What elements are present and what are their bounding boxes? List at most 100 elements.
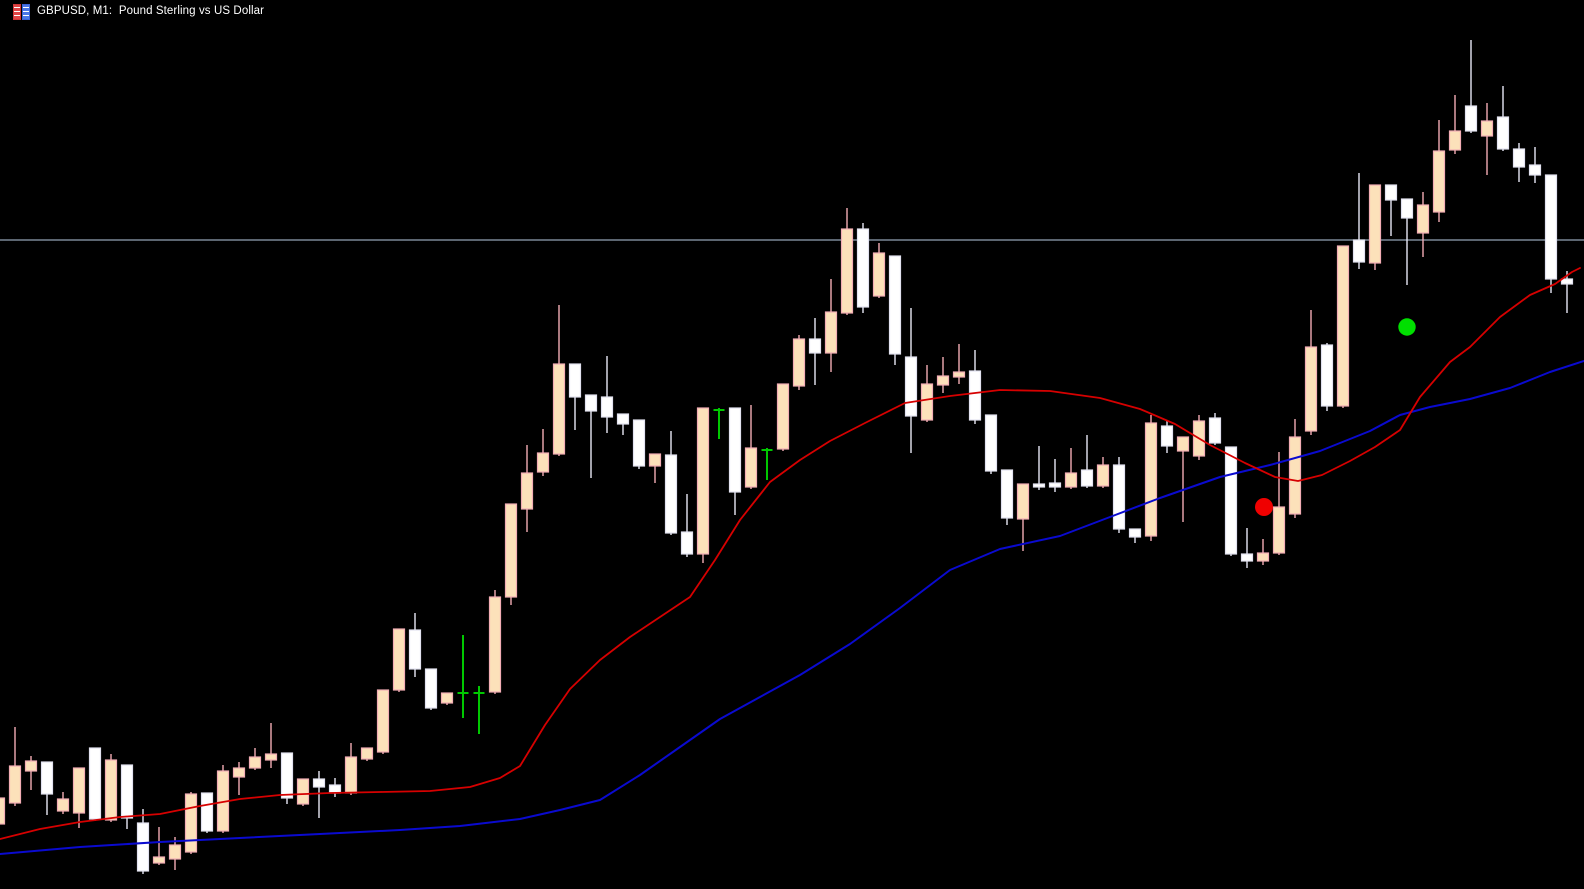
symbol-chart-icon-blue-half xyxy=(22,4,30,20)
down-candle xyxy=(968,350,982,424)
up-candle xyxy=(232,762,246,795)
down-candle xyxy=(584,394,598,478)
up-candle xyxy=(440,692,454,705)
down-candle xyxy=(616,413,630,435)
up-candle xyxy=(8,727,22,806)
down-candle xyxy=(280,752,294,804)
down-candle xyxy=(424,668,438,710)
down-candle xyxy=(904,308,918,453)
down-candle xyxy=(632,419,646,469)
down-candle xyxy=(1512,143,1526,182)
doji-candle xyxy=(713,408,725,439)
down-candle xyxy=(1160,421,1174,453)
up-candle xyxy=(840,208,854,315)
down-candle xyxy=(984,414,998,474)
up-candle xyxy=(872,243,886,298)
down-candle xyxy=(1384,184,1398,236)
down-candle xyxy=(1224,446,1238,556)
up-candle xyxy=(0,797,6,825)
down-candle xyxy=(664,431,678,535)
up-candle xyxy=(824,279,838,372)
up-candle xyxy=(1480,103,1494,175)
down-candle xyxy=(1528,147,1542,183)
up-candle xyxy=(216,765,230,833)
up-candle xyxy=(952,344,966,384)
doji-candle xyxy=(761,448,773,480)
down-candle xyxy=(1208,413,1222,445)
up-candle xyxy=(792,335,806,390)
doji-candle xyxy=(457,635,469,718)
buy-signal-dot[interactable] xyxy=(1398,318,1416,336)
down-candle xyxy=(1048,459,1062,492)
down-candle xyxy=(40,761,54,815)
up-candle xyxy=(1368,184,1382,270)
up-candle xyxy=(776,383,790,451)
sell-signal-dot[interactable] xyxy=(1255,498,1273,516)
doji-candle xyxy=(473,686,485,734)
down-candle xyxy=(312,771,326,818)
up-candle xyxy=(552,305,566,456)
down-candle xyxy=(1080,435,1094,488)
up-candle xyxy=(1176,436,1190,522)
up-candle xyxy=(1432,120,1446,222)
up-candle xyxy=(1448,95,1462,154)
up-candle xyxy=(24,756,38,790)
down-candle xyxy=(1400,198,1414,285)
down-candle xyxy=(728,407,742,515)
down-candle xyxy=(568,363,582,430)
down-candle xyxy=(88,747,102,821)
up-candle xyxy=(344,743,358,795)
up-candle xyxy=(1144,415,1158,541)
down-candle xyxy=(120,764,134,829)
up-candle xyxy=(536,429,550,476)
up-candle xyxy=(104,754,118,822)
up-candle xyxy=(1416,192,1430,257)
up-candle xyxy=(936,357,950,393)
down-candle xyxy=(1128,528,1142,543)
up-candle xyxy=(1288,419,1302,518)
down-candle xyxy=(1000,469,1014,525)
down-candle xyxy=(1112,457,1126,533)
chart-header: GBPUSD, M1: Pound Sterling vs US Dollar xyxy=(13,4,265,20)
up-candle xyxy=(152,827,166,865)
up-candle xyxy=(1064,448,1078,489)
down-candle xyxy=(1240,528,1254,568)
down-candle xyxy=(888,255,902,365)
up-candle xyxy=(696,407,710,563)
up-candle xyxy=(184,792,198,854)
down-candle xyxy=(408,613,422,677)
slow-ma-line[interactable] xyxy=(0,360,1584,855)
up-candle xyxy=(1304,310,1318,435)
up-candle xyxy=(264,723,278,768)
down-candle xyxy=(1464,40,1478,133)
up-candle xyxy=(504,503,518,605)
down-candle xyxy=(1544,174,1558,293)
down-candle xyxy=(1320,343,1334,411)
down-candle xyxy=(200,792,214,833)
down-candle xyxy=(328,778,342,797)
down-candle xyxy=(1560,271,1574,313)
up-candle xyxy=(360,747,374,761)
up-candle xyxy=(920,365,934,422)
up-candle xyxy=(1016,483,1030,551)
down-candle xyxy=(1352,173,1366,269)
symbol-title: GBPUSD, M1: Pound Sterling vs US Dollar xyxy=(37,5,265,17)
symbol-chart-icon-red-half xyxy=(13,4,21,20)
down-candle xyxy=(680,494,694,557)
up-candle xyxy=(248,748,262,770)
up-candle xyxy=(1336,245,1350,408)
up-candle xyxy=(1256,539,1270,565)
down-candle xyxy=(136,809,150,874)
up-candle xyxy=(168,837,182,870)
up-candle xyxy=(520,445,534,532)
down-candle xyxy=(856,223,870,313)
up-candle xyxy=(296,778,310,806)
down-candle xyxy=(808,318,822,385)
up-candle xyxy=(376,689,390,754)
up-candle xyxy=(1096,457,1110,488)
up-candle xyxy=(392,628,406,692)
up-candle xyxy=(72,767,86,828)
fast-ma-line[interactable] xyxy=(0,267,1581,840)
down-candle xyxy=(1496,86,1510,151)
